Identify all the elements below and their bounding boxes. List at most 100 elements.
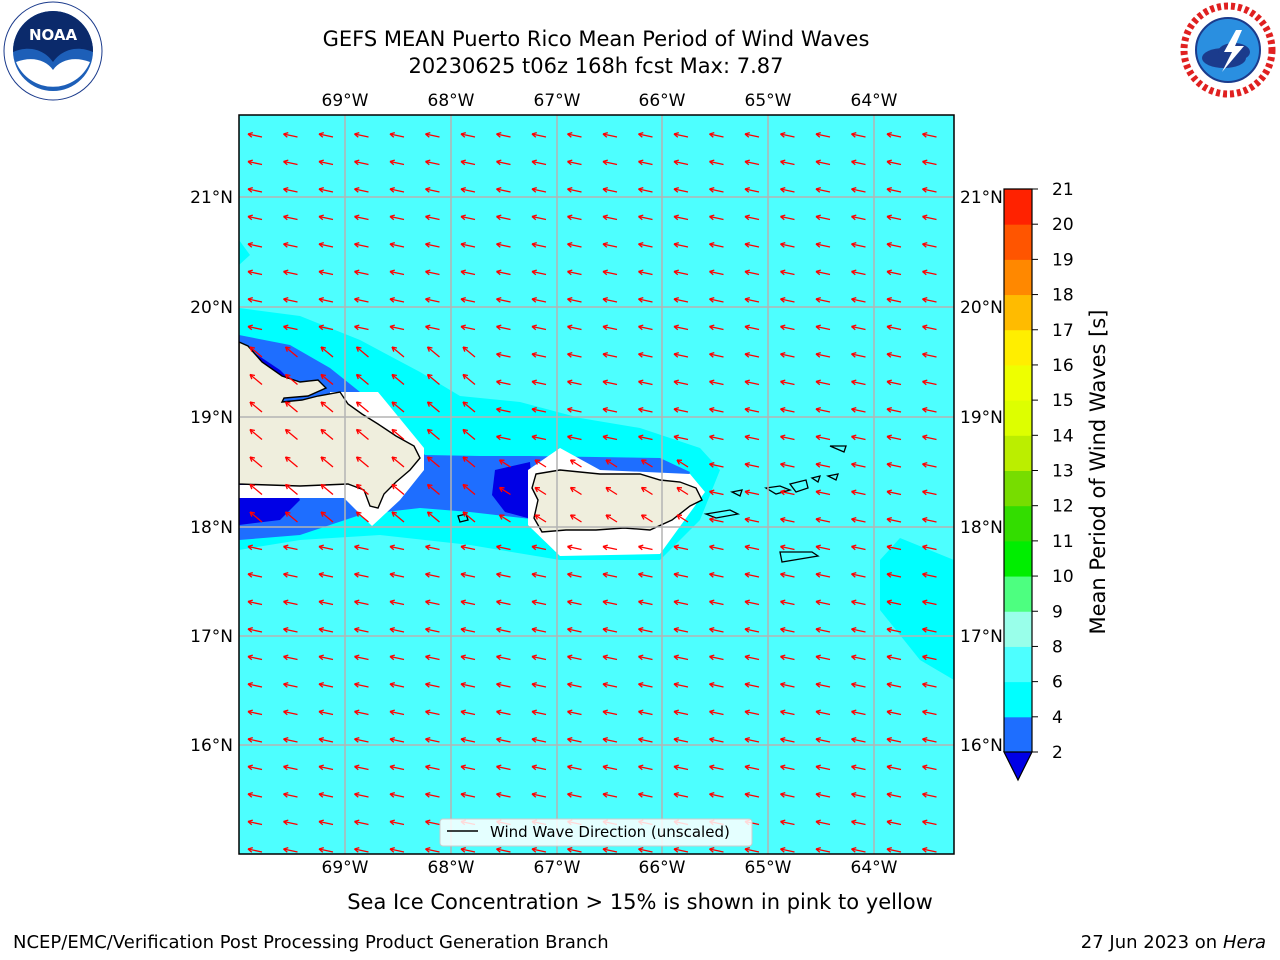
wave-direction-arrow — [389, 214, 405, 221]
wave-direction-arrow — [425, 296, 440, 303]
wave-direction-arrow — [815, 379, 831, 386]
wave-direction-arrow — [709, 654, 724, 661]
wave-direction-arrow — [886, 324, 902, 331]
wave-direction-arrow — [354, 571, 369, 578]
wave-direction-arrow — [496, 324, 511, 331]
wave-direction-arrow — [569, 514, 582, 523]
wave-direction-arrow — [425, 599, 440, 606]
wave-direction-arrow — [534, 514, 547, 523]
wave-direction-arrow — [851, 241, 866, 248]
wave-direction-arrow — [602, 131, 618, 138]
wave-direction-arrow — [815, 434, 831, 441]
wave-direction-arrow — [922, 764, 937, 771]
wave-direction-arrow — [531, 324, 547, 331]
wave-direction-arrow — [355, 428, 369, 440]
wave-direction-arrow — [638, 159, 653, 166]
wave-direction-arrow — [531, 654, 547, 661]
map-area — [239, 115, 954, 854]
wave-direction-arrow — [462, 511, 476, 523]
wave-direction-arrow — [284, 456, 298, 468]
wave-direction-arrow — [389, 269, 405, 276]
lon-label: 65°W — [745, 858, 792, 878]
wave-direction-arrow — [284, 346, 298, 358]
wave-direction-arrow — [460, 269, 476, 276]
lat-label: 16°N — [960, 736, 1003, 756]
wave-direction-arrow — [283, 846, 298, 853]
wave-direction-arrow — [709, 489, 724, 496]
wave-direction-arrow — [673, 406, 689, 413]
wave-direction-arrow — [354, 819, 369, 826]
wave-direction-arrow — [673, 296, 689, 303]
wave-direction-arrow — [426, 401, 440, 413]
wave-direction-arrow — [780, 159, 795, 166]
wave-direction-arrow — [744, 544, 760, 551]
wave-direction-arrow — [744, 159, 760, 166]
wave-direction-arrow — [815, 516, 831, 523]
wave-direction-arrow — [851, 214, 866, 221]
wave-direction-arrow — [389, 241, 405, 248]
wave-direction-arrow — [247, 324, 263, 331]
wave-direction-arrow — [780, 599, 795, 606]
wave-direction-arrow — [462, 346, 476, 358]
lat-label: 16°N — [190, 736, 233, 756]
wave-direction-arrow — [391, 401, 405, 413]
wave-direction-arrow — [425, 241, 440, 248]
wave-direction-arrow — [886, 681, 902, 688]
lat-label: 21°N — [190, 188, 233, 208]
wave-direction-arrow — [886, 599, 902, 606]
wave-direction-arrow — [602, 186, 618, 193]
wave-direction-arrow — [673, 214, 689, 221]
wave-direction-arrow — [460, 241, 476, 248]
wave-direction-arrow — [425, 269, 440, 276]
wave-direction-arrow — [886, 571, 902, 578]
wave-direction-arrow — [496, 131, 511, 138]
colorbar-tick-label: 18 — [1052, 286, 1074, 306]
lat-label: 19°N — [960, 408, 1003, 428]
colorbar-segment — [1004, 259, 1032, 296]
wave-direction-arrow — [780, 681, 795, 688]
wave-direction-arrow — [496, 681, 511, 688]
wave-direction-arrow — [460, 544, 476, 551]
wave-direction-arrow — [922, 351, 937, 358]
wave-direction-arrow — [744, 434, 760, 441]
wave-direction-arrow — [780, 434, 795, 441]
wave-direction-arrow — [744, 351, 760, 358]
lat-label: 19°N — [190, 408, 233, 428]
wave-direction-arrow — [247, 681, 263, 688]
wave-direction-arrow — [498, 459, 511, 468]
wave-direction-arrow — [425, 709, 440, 716]
colorbar: 2 4 6 8 9 10 11 12 13 14 15 16 17 18 19 20 21 — [1003, 180, 1074, 782]
lat-label: 20°N — [190, 298, 233, 318]
wave-direction-arrow — [886, 819, 902, 826]
colorbar-segment — [1004, 646, 1032, 683]
wave-direction-arrow — [851, 379, 866, 386]
wave-direction-arrow — [922, 681, 937, 688]
wave-direction-arrow — [531, 406, 547, 413]
colorbar-segment — [1004, 540, 1032, 577]
nws-logo-icon — [1180, 2, 1276, 98]
wave-direction-arrow — [247, 269, 263, 276]
colorbar-segment — [1004, 435, 1032, 471]
wave-direction-arrow — [425, 626, 440, 633]
wave-direction-arrow — [567, 626, 582, 633]
wave-direction-arrow — [567, 709, 582, 716]
wave-direction-arrow — [602, 269, 618, 276]
lon-label: 66°W — [639, 91, 686, 111]
wave-direction-arrow — [462, 401, 476, 413]
wave-direction-arrow — [851, 791, 866, 798]
wave-direction-arrow — [425, 846, 440, 853]
wave-direction-arrow — [531, 764, 547, 771]
land-puerto-rico — [531, 469, 703, 533]
wave-direction-arrow — [284, 373, 298, 385]
wave-direction-arrow — [567, 599, 582, 606]
wave-direction-arrow — [354, 626, 369, 633]
colorbar-tick-label: 11 — [1052, 532, 1074, 552]
wave-direction-arrow — [709, 241, 724, 248]
wave-direction-arrow — [531, 571, 547, 578]
wave-direction-arrow — [780, 379, 795, 386]
wave-direction-arrow — [318, 131, 334, 138]
wave-direction-arrow — [638, 406, 653, 413]
map-frame — [238, 114, 955, 855]
lon-label: 68°W — [428, 91, 475, 111]
